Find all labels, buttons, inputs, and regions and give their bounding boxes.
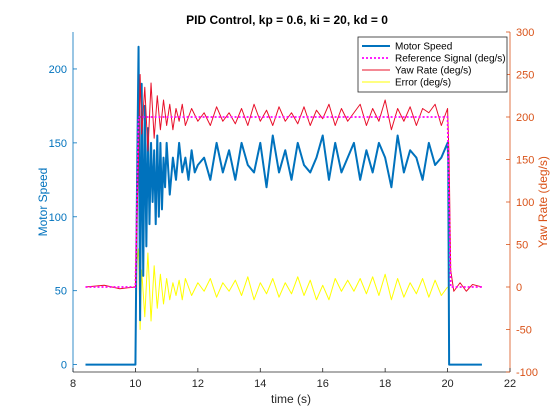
x-tick-label: 12 [192,378,204,390]
x-axis-label: time (s) [271,392,311,406]
y-left-tick-label: 100 [49,212,67,224]
y-right-tick-label: 50 [516,240,528,252]
y-right-tick-label: 0 [516,282,522,294]
legend-box [357,36,508,93]
series-error [134,248,448,330]
series-layer [85,45,483,366]
y-right-tick-label: -50 [516,325,532,337]
series-motor-speed [85,45,482,366]
y-left-tick-label: 0 [61,360,67,372]
series-reference-signal [85,116,482,288]
series-yaw-rate [85,74,483,292]
y-left-tick-label: 50 [55,286,67,298]
y-right-axis-label: Yaw Rate (deg/s) [536,156,550,248]
x-tick-label: 16 [317,378,329,390]
legend-label-motor-speed: Motor Speed [395,42,452,53]
x-tick-label: 14 [254,378,266,390]
chart-title: PID Control, kp = 0.6, ki = 20, kd = 0 [186,13,388,27]
x-tick-label: 22 [504,378,516,390]
x-tick-label: 8 [70,378,76,390]
legend-label-error: Error (deg/s) [395,78,451,89]
x-ticks: 8 10 12 14 16 18 20 22 [70,368,516,390]
x-tick-label: 10 [129,378,141,390]
y-right-ticks: -100 -50 0 50 100 150 200 250 300 [506,27,538,379]
x-tick-label: 20 [441,378,453,390]
y-left-tick-label: 150 [49,138,67,150]
y-right-tick-label: 200 [516,112,534,124]
y-right-tick-label: 250 [516,70,534,82]
y-right-tick-label: 300 [516,27,534,39]
x-tick-label: 18 [379,378,391,390]
y-right-tick-label: 150 [516,155,534,167]
y-left-tick-label: 200 [49,64,67,76]
legend-label-yaw-rate: Yaw Rate (deg/s) [395,66,472,77]
y-left-ticks: 0 50 100 150 200 [49,64,77,372]
y-right-tick-label: 100 [516,197,534,209]
y-left-axis-label: Motor Speed [36,168,50,237]
legend-label-reference-signal: Reference Signal (deg/s) [395,54,506,65]
y-right-tick-label: -100 [516,367,538,379]
